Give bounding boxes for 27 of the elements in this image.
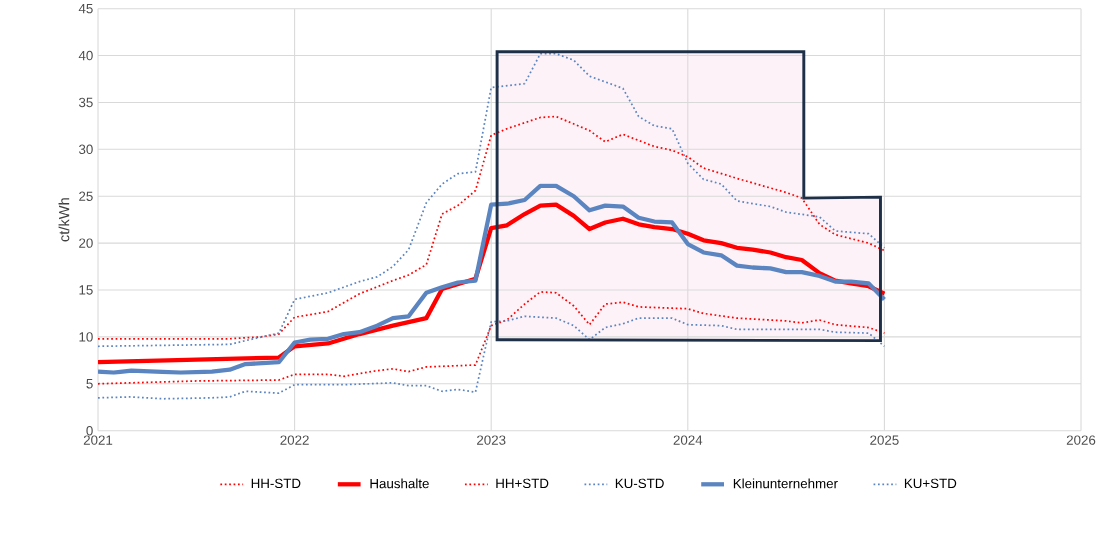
y-tick-label: 25 — [79, 191, 93, 201]
x-tick-label: 2024 — [673, 435, 703, 445]
x-tick-label: 2021 — [83, 435, 113, 445]
legend-label: Haushalte — [370, 478, 429, 489]
y-tick-label: 15 — [79, 285, 93, 295]
y-tick-label: 10 — [79, 332, 93, 342]
legend-label: HH-STD — [251, 478, 301, 489]
x-tick-label: 2025 — [870, 435, 899, 445]
line-series — [98, 183, 887, 375]
x-tick-label: 2022 — [280, 435, 309, 445]
legend-label: Kleinunternehmer — [733, 478, 838, 489]
y-tick-label: 20 — [79, 238, 93, 248]
y-tick-label: 45 — [78, 4, 93, 14]
x-tick-label: 2023 — [477, 435, 506, 445]
line-series — [98, 291, 886, 385]
legend-label: KU-STD — [615, 478, 664, 489]
x-tick-label: 2026 — [1066, 435, 1096, 445]
y-tick-label: 5 — [86, 379, 93, 389]
y-tick-label: 0 — [86, 425, 93, 436]
line-series — [98, 52, 886, 348]
y-tick-label: 40 — [78, 50, 93, 61]
y-tick-label: 35 — [78, 97, 93, 108]
legend-label: KU+STD — [904, 478, 957, 489]
legend-label: HH+STD — [496, 478, 549, 489]
line-series — [98, 115, 886, 340]
y-axis-title: ct/kWh — [58, 198, 70, 242]
y-tick-label: 30 — [78, 144, 93, 155]
